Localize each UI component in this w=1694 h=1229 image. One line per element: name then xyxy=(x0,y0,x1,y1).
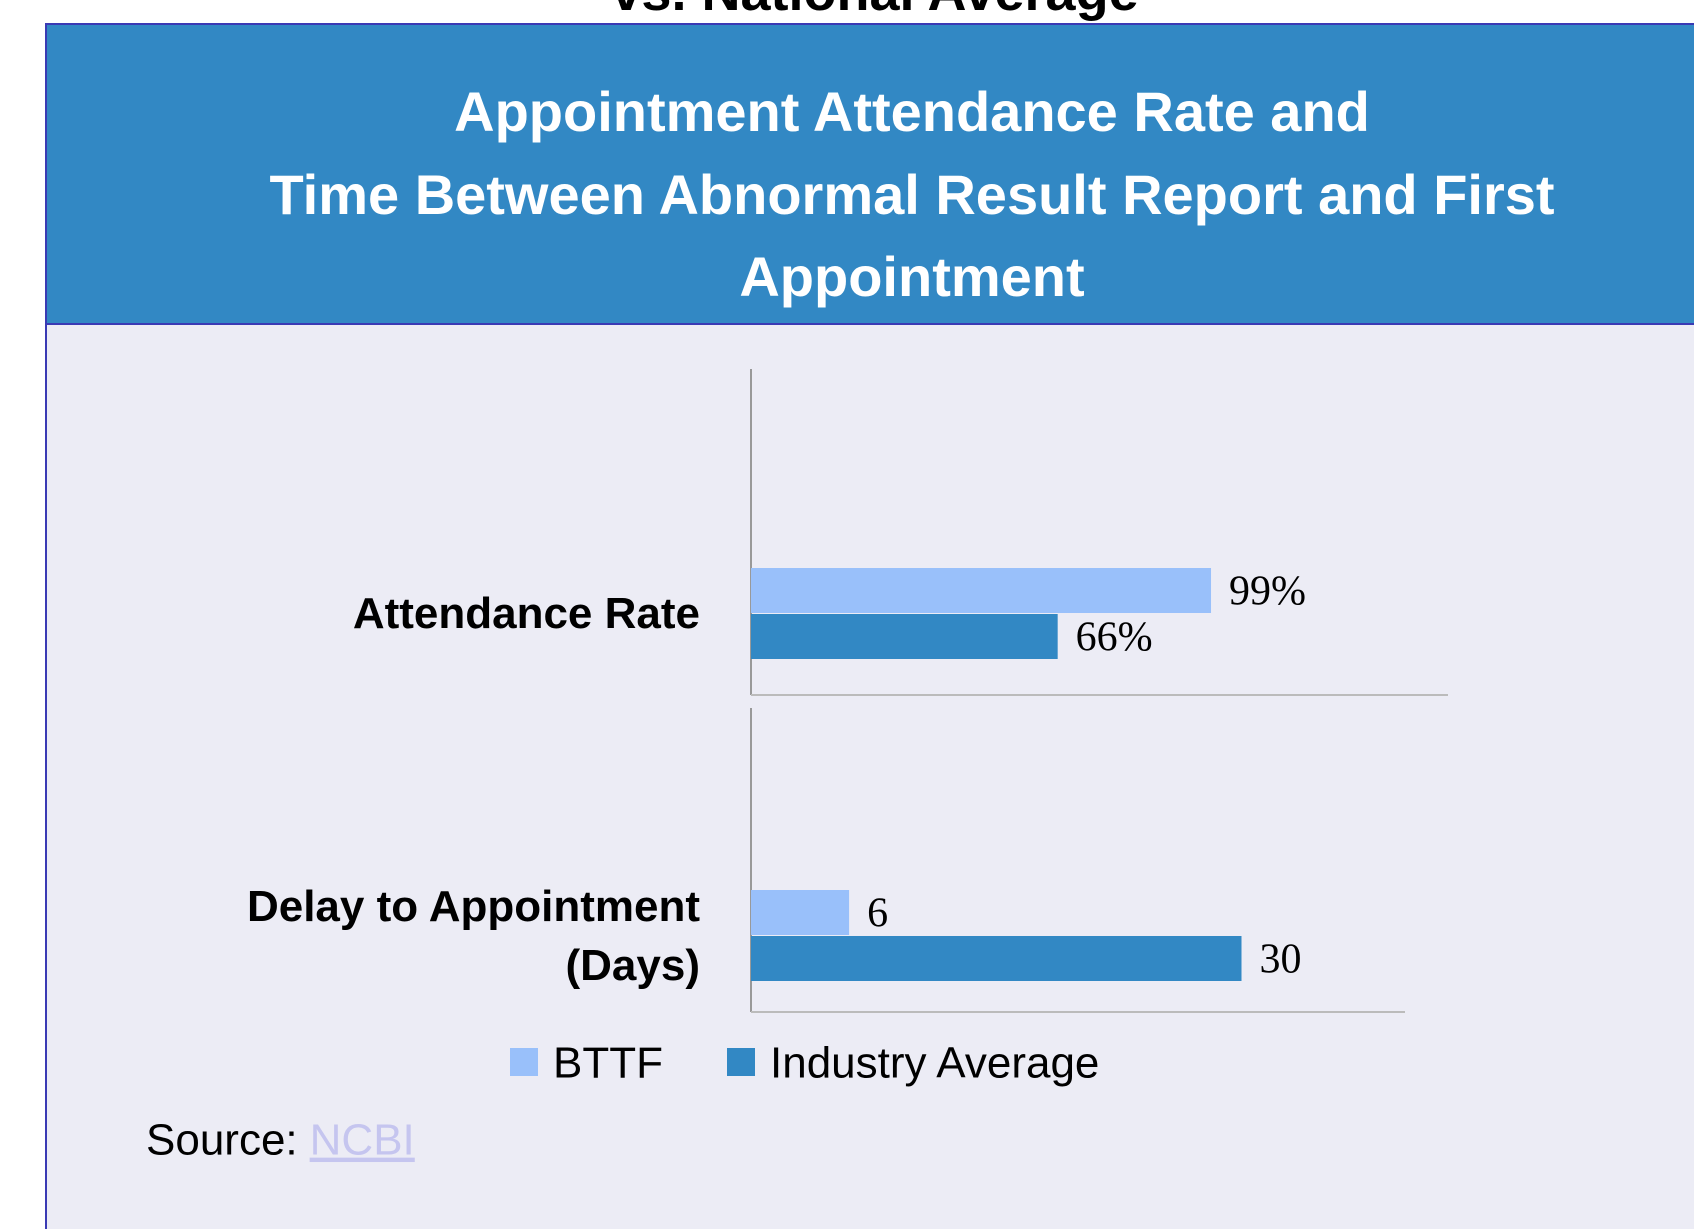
bar xyxy=(751,614,1058,659)
data-label: 6 xyxy=(867,891,888,937)
slide-title: vs. National Average xyxy=(611,0,1138,22)
header-title-line: Appointment xyxy=(739,245,1084,308)
bar xyxy=(751,568,1212,613)
header-title-line: Time Between Abnormal Result Report and … xyxy=(269,163,1554,226)
category-label: Attendance Rate xyxy=(352,589,700,639)
category-label: Delay to Appointment (Days) xyxy=(246,881,700,990)
source-label: Source: xyxy=(146,1116,298,1165)
legend-label: Industry Average xyxy=(770,1039,1099,1088)
data-label: 30 xyxy=(1260,937,1302,983)
bar xyxy=(751,890,850,935)
legend-label: BTTF xyxy=(553,1039,663,1088)
header-title-line: Appointment Attendance Rate and xyxy=(454,80,1370,143)
plot: 99% 66% 6 30 BTTF Industry Average xyxy=(510,369,1448,1088)
source-link[interactable]: NCBI xyxy=(310,1116,415,1165)
header-title: Appointment Attendance Rate and Time Betw… xyxy=(269,80,1554,308)
header-band xyxy=(45,23,1694,325)
data-label: 99% xyxy=(1229,569,1306,615)
legend-swatch xyxy=(510,1048,538,1076)
bar xyxy=(751,936,1242,981)
legend-swatch xyxy=(727,1048,755,1076)
data-label: 66% xyxy=(1076,615,1153,661)
